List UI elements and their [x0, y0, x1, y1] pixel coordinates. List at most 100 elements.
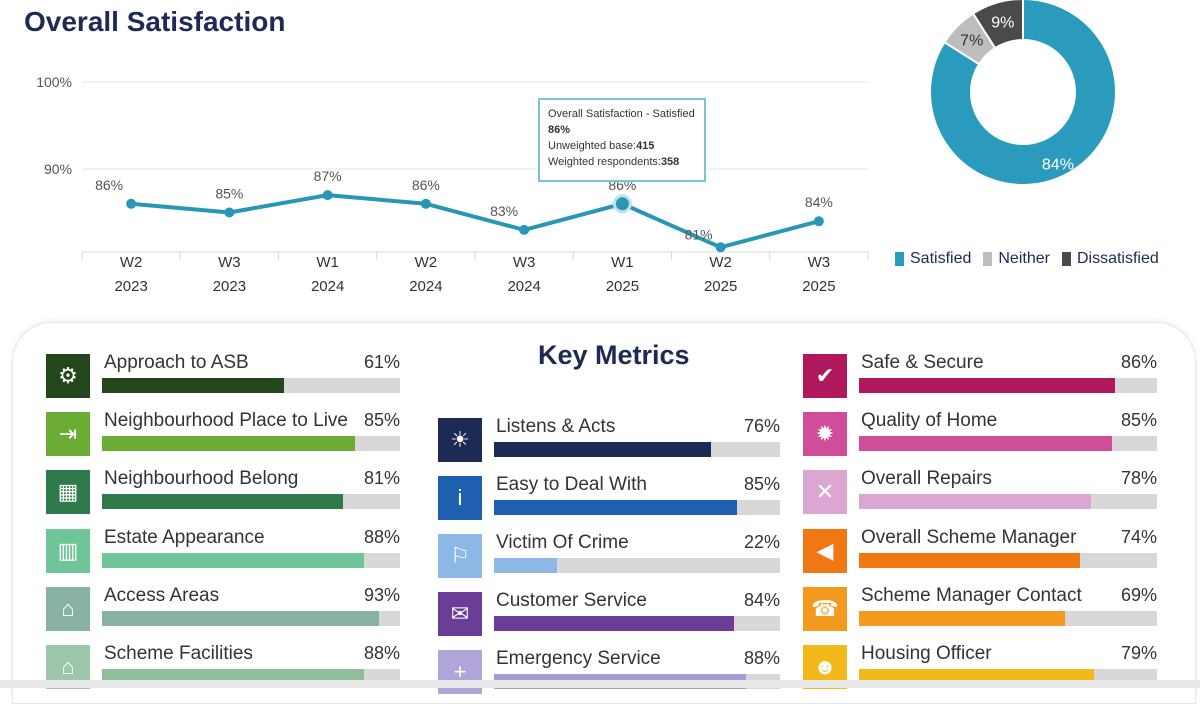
metric-bar-fill	[494, 616, 735, 631]
legend-swatch-satisfied	[895, 252, 904, 266]
metric-bar-track	[859, 494, 1157, 509]
metric-name: Scheme Facilities	[104, 643, 253, 664]
metric-bar-track	[859, 378, 1157, 393]
donut-slice-label: 84%	[1042, 157, 1074, 174]
legend-item-neither[interactable]: Neither	[983, 250, 1050, 268]
metric-bar-track	[102, 611, 400, 626]
metric-name: Scheme Manager Contact	[861, 585, 1082, 606]
metric-row[interactable]: ⌂ Access Areas 93%	[46, 585, 400, 631]
data-tooltip: Overall Satisfaction - Satisfied 86% Unw…	[538, 98, 706, 182]
legend-swatch-neither	[983, 252, 993, 266]
metric-name: Housing Officer	[861, 643, 992, 664]
metric-bar-track	[859, 436, 1157, 451]
metric-icon-glyph: ✕	[815, 479, 835, 504]
metric-bar-track	[102, 553, 400, 568]
donut-slice-label: 9%	[991, 14, 1014, 31]
door-exit-icon: ⇥	[46, 412, 90, 456]
metric-bar-fill	[859, 553, 1080, 568]
metric-icon-glyph: ◀	[816, 538, 834, 563]
metric-row[interactable]: ✕ Overall Repairs 78%	[803, 468, 1157, 514]
metric-bar-fill	[494, 558, 557, 573]
data-label: 86%	[412, 177, 440, 193]
metric-value: 22%	[743, 532, 780, 552]
legend-swatch-dissatisfied	[1061, 252, 1071, 266]
info-icon: i	[438, 476, 482, 520]
metric-value: 85%	[363, 410, 400, 430]
metric-row[interactable]: i Easy to Deal With 85%	[438, 474, 780, 520]
metric-row[interactable]: ✹ Quality of Home 85%	[803, 410, 1157, 456]
tooltip-base-value: 415	[636, 140, 655, 152]
data-label: 85%	[215, 186, 243, 202]
metric-icon-glyph: ▦	[57, 479, 79, 504]
metric-value: 79%	[1120, 643, 1157, 663]
metric-bar-track	[102, 378, 400, 393]
metric-icon-glyph: ✹	[815, 421, 835, 446]
data-point	[126, 198, 137, 209]
x-tick-label: 2025	[802, 278, 835, 295]
x-tick-label: W1	[611, 254, 634, 271]
city-icon: ▥	[46, 529, 90, 573]
metric-row[interactable]: ⚐ Victim Of Crime 22%	[438, 532, 780, 578]
metric-value: 78%	[1120, 468, 1157, 488]
data-label: 81%	[685, 226, 713, 242]
data-label: 83%	[490, 203, 518, 219]
tooltip-base-label: Unweighted base:	[548, 140, 637, 152]
metric-row[interactable]: ✉ Customer Service 84%	[438, 590, 780, 636]
metric-bar-track	[102, 494, 400, 509]
metric-value: 76%	[743, 416, 780, 436]
x-tick-label: W2	[120, 254, 143, 271]
metric-icon-glyph: ☀	[450, 427, 470, 452]
metric-bar-fill	[102, 611, 380, 626]
lightbulb-icon: ☀	[438, 418, 482, 462]
legend-label-satisfied: Satisfied	[910, 250, 972, 267]
series-line	[130, 193, 820, 250]
x-tick-label: 2025	[704, 278, 737, 295]
metric-name: Safe & Secure	[861, 352, 984, 373]
x-tick-label: W2	[709, 254, 732, 271]
metric-row[interactable]: ▦ Neighbourhood Belong 81%	[46, 468, 400, 514]
page-title: Overall Satisfaction	[24, 6, 286, 37]
metric-row[interactable]: ▥ Estate Appearance 88%	[46, 527, 400, 573]
data-label: 86%	[95, 177, 123, 193]
metric-icon-glyph: +	[453, 659, 467, 684]
x-tick-label: 2024	[507, 278, 540, 295]
x-tick-label: W3	[808, 254, 831, 271]
metric-name: Overall Repairs	[861, 468, 992, 489]
donut-slice-satisfied[interactable]	[929, 0, 1117, 186]
metric-bar-fill	[859, 611, 1065, 626]
metric-row[interactable]: ◀ Overall Scheme Manager 74%	[803, 527, 1157, 573]
bottom-scroll-strip	[0, 680, 1200, 688]
metric-bar-fill	[102, 494, 344, 509]
x-tick-label: 2025	[606, 278, 639, 295]
tooltip-value: 86%	[548, 124, 571, 136]
data-point	[519, 224, 530, 235]
tooltip-weighted-value: 358	[660, 156, 680, 168]
home-icon: ⌂	[46, 587, 90, 631]
data-point	[612, 194, 632, 214]
metric-name: Customer Service	[496, 590, 647, 611]
metric-bar-fill	[494, 500, 738, 515]
metric-row[interactable]: ⇥ Neighbourhood Place to Live 85%	[46, 410, 400, 456]
chat-icon: ✉	[438, 592, 482, 636]
metric-name: Overall Scheme Manager	[861, 527, 1077, 548]
metric-row[interactable]: ✔ Safe & Secure 86%	[803, 352, 1157, 398]
metric-row[interactable]: ☀ Listens & Acts 76%	[438, 416, 780, 462]
legend-item-dissatisfied[interactable]: Dissatisfied	[1061, 250, 1159, 268]
metric-value: 93%	[363, 585, 400, 605]
metric-row[interactable]: ⚙ Approach to ASB 61%	[46, 352, 400, 398]
tooltip-title: Overall Satisfaction - Satisfied	[548, 108, 695, 120]
metric-value: 88%	[363, 643, 400, 663]
legend-item-satisfied[interactable]: Satisfied	[895, 250, 971, 268]
metric-bar-fill	[102, 378, 284, 393]
spray-icon: ⚐	[438, 534, 482, 578]
x-tick-label: 2023	[114, 278, 147, 295]
metric-name: Access Areas	[104, 585, 220, 606]
metric-row[interactable]: ☎ Scheme Manager Contact 69%	[803, 585, 1157, 631]
metric-row[interactable]: ☻ Housing Officer 79%	[803, 643, 1157, 689]
metric-row[interactable]: ⌂ Scheme Facilities 88%	[46, 643, 400, 689]
donut-slice-dissatisfied[interactable]	[971, 0, 1024, 50]
x-tick-label: W1	[316, 254, 339, 271]
metric-icon-glyph: ⌂	[61, 596, 75, 621]
metric-bar-track	[494, 442, 780, 457]
metric-bar-track	[859, 611, 1157, 626]
